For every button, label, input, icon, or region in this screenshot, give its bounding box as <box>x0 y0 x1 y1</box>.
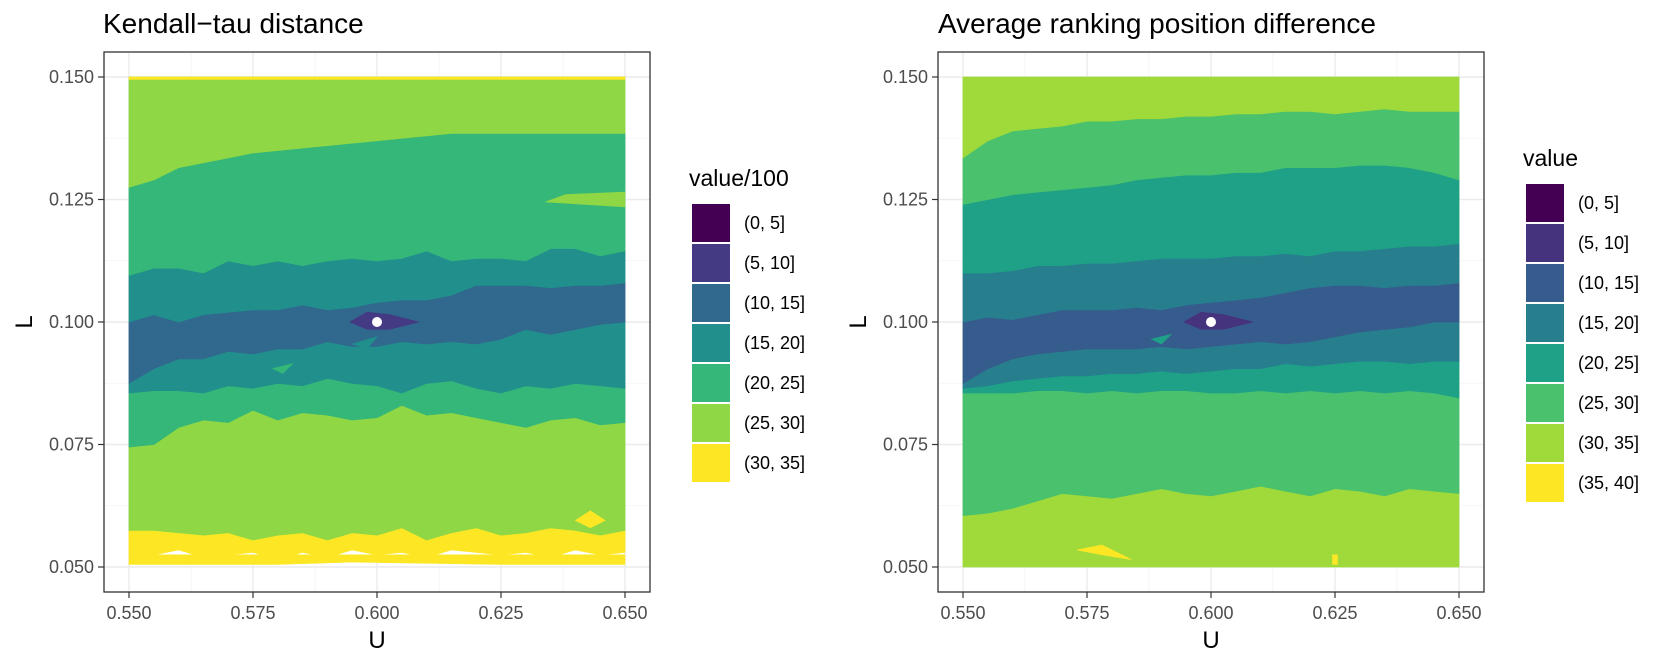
contour-bands <box>962 76 1460 568</box>
legend-label: (20, 25] <box>744 373 805 393</box>
contour-island-5 <box>271 363 294 374</box>
y-tick-label: 0.100 <box>49 312 94 332</box>
legend-label: (15, 20] <box>744 333 805 353</box>
legend-swatch <box>692 444 730 482</box>
minimum-point <box>372 317 382 327</box>
minimum-point <box>1206 317 1216 327</box>
legend-label: (0, 5] <box>1578 193 1619 213</box>
contour-island-7 <box>349 311 420 330</box>
contour-island-2 <box>1081 480 1113 492</box>
x-tick-label: 0.575 <box>1064 603 1109 623</box>
contour-island-1 <box>1332 554 1338 565</box>
x-tick-label: 0.550 <box>940 603 985 623</box>
legend-swatch <box>1526 264 1564 302</box>
legend-swatch <box>692 204 730 242</box>
x-tick-label: 0.625 <box>1312 603 1357 623</box>
contour-islands <box>1016 299 1338 565</box>
legend-title: value <box>1523 145 1578 171</box>
legend-label: (25, 30] <box>744 413 805 433</box>
contour-island-4 <box>1016 299 1039 311</box>
legend-label: (35, 40] <box>1578 473 1639 493</box>
y-tick-label: 0.075 <box>883 435 928 455</box>
legend-swatch <box>692 244 730 282</box>
x-tick-label: 0.650 <box>1436 603 1481 623</box>
x-axis-title: U <box>1202 627 1219 654</box>
contour-island-4 <box>222 422 244 433</box>
x-axis-title: U <box>368 627 385 654</box>
legend-swatch <box>692 404 730 442</box>
chart-title: Average ranking position difference <box>938 8 1376 39</box>
y-axis-ticks: 0.050 0.075 0.100 0.125 0.150 <box>49 67 104 577</box>
legend-label: (0, 5] <box>744 213 785 233</box>
y-axis-ticks: 0.050 0.075 0.100 0.125 0.150 <box>883 67 938 577</box>
y-tick-label: 0.050 <box>883 557 928 577</box>
y-tick-label: 0.075 <box>49 435 94 455</box>
contour-island-3 <box>545 191 626 208</box>
y-tick-label: 0.125 <box>49 190 94 210</box>
contour-band-1 <box>128 404 626 541</box>
legend-label: (20, 25] <box>1578 353 1639 373</box>
x-tick-label: 0.650 <box>602 603 647 623</box>
legend: (0, 5] (5, 10] (10, 15] (15, 20] (20, 25] (25… <box>1526 184 1639 502</box>
chart-title: Kendall−tau distance <box>103 8 364 39</box>
y-tick-label: 0.150 <box>883 67 928 87</box>
x-axis-ticks: 0.550 0.575 0.600 0.625 0.650 <box>940 592 1482 623</box>
contour-island-0 <box>1077 544 1132 560</box>
x-tick-label: 0.600 <box>1188 603 1233 623</box>
y-tick-label: 0.125 <box>883 190 928 210</box>
legend-label: (30, 35] <box>744 453 805 473</box>
legend-title: value/100 <box>689 165 789 191</box>
contour-island-1 <box>128 76 626 80</box>
panel-kendall-tau: Kendall−tau distance 0.550 0.575 0.600 0.62… <box>11 8 805 654</box>
x-tick-label: 0.550 <box>106 603 151 623</box>
legend-label: (25, 30] <box>1578 393 1639 413</box>
legend-swatch <box>692 364 730 402</box>
x-tick-label: 0.600 <box>354 603 399 623</box>
legend-swatch <box>1526 464 1564 502</box>
y-axis-title: L <box>845 315 872 328</box>
legend-label: (5, 10] <box>744 253 795 273</box>
legend-label: (30, 35] <box>1578 433 1639 453</box>
contour-island-2 <box>574 510 606 529</box>
panel-ranking-difference: Average ranking position difference 0.55… <box>845 8 1639 654</box>
y-tick-label: 0.100 <box>883 312 928 332</box>
y-tick-label: 0.050 <box>49 557 94 577</box>
contour-bands <box>128 76 626 560</box>
x-tick-label: 0.575 <box>230 603 275 623</box>
legend-swatch <box>1526 344 1564 382</box>
x-axis-ticks: 0.550 0.575 0.600 0.625 0.650 <box>106 592 648 623</box>
y-tick-label: 0.150 <box>49 67 94 87</box>
legend-label: (5, 10] <box>1578 233 1629 253</box>
legend-swatch <box>1526 304 1564 342</box>
legend-label: (10, 15] <box>744 293 805 313</box>
contour-island-0 <box>128 554 626 565</box>
legend-swatch <box>692 284 730 322</box>
legend-swatch <box>1526 224 1564 262</box>
legend: (0, 5] (5, 10] (10, 15] (15, 20] (20, 25] (25… <box>692 204 805 482</box>
legend-swatch <box>692 324 730 362</box>
contour-island-3 <box>1150 333 1173 345</box>
contour-island-6 <box>351 336 378 350</box>
legend-swatch <box>1526 184 1564 222</box>
legend-swatch <box>1526 384 1564 422</box>
legend-label: (10, 15] <box>1578 273 1639 293</box>
legend-label: (15, 20] <box>1578 313 1639 333</box>
contour-island-5 <box>1183 311 1254 330</box>
x-tick-label: 0.625 <box>478 603 523 623</box>
contour-islands <box>128 76 626 565</box>
legend-swatch <box>1526 424 1564 462</box>
y-axis-title: L <box>11 315 38 328</box>
contour-band-8 <box>962 76 1460 159</box>
